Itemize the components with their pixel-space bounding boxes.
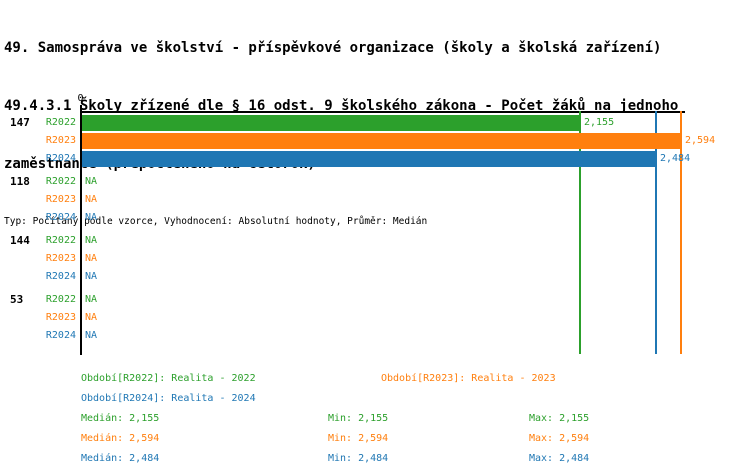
stat-median-r2024: Medián: 2,484 [81, 453, 160, 464]
horizontal-bar-chart: 0 147 R2022 2,155 R2023 2,594 R2024 2,484 118 R2… [0, 92, 750, 364]
median-line-r2024 [655, 111, 657, 354]
bar-row: 118 R2022 NA [0, 173, 750, 191]
stat-min-r2023: Min: 2,594 [328, 433, 389, 444]
na-label: NA [85, 235, 98, 246]
group-label: 144 [10, 234, 30, 247]
bar-row: R2023 NA [0, 250, 750, 268]
chart-title-line1: 49. Samospráva ve školství - příspěvkové… [4, 40, 662, 56]
na-label: NA [85, 176, 98, 187]
group-label: 147 [10, 116, 30, 129]
stat-max-r2024: Max: 2,484 [529, 453, 590, 464]
bar-row: R2024 2,484 [0, 150, 750, 168]
bar-value-label: 2,155 [584, 117, 615, 128]
na-label: NA [85, 271, 98, 282]
series-tick-label: R2023 [45, 135, 76, 146]
stat-max-r2023: Max: 2,594 [529, 433, 590, 444]
bar-row: R2023 NA [0, 191, 750, 209]
stat-max-r2022: Max: 2,155 [529, 413, 590, 424]
bar-group-53: 53 R2022 NA R2023 NA R2024 NA [0, 291, 750, 345]
legend-item-r2024: Období[R2024]: Realita - 2024 [81, 393, 256, 404]
na-label: NA [85, 212, 98, 223]
legend-item-r2022: Období[R2022]: Realita - 2022 [81, 373, 256, 384]
legend-block: Období[R2022]: Realita - 2022 Období[R20… [0, 368, 750, 474]
y-axis-line [80, 105, 82, 355]
chart-subtitle: Typ: Počítaný podle vzorce, Vyhodnocení:… [4, 216, 428, 227]
group-label: 118 [10, 175, 30, 188]
group-label: 53 [10, 293, 24, 306]
na-label: NA [85, 294, 98, 305]
series-tick-label: R2022 [45, 117, 76, 128]
median-line-r2023 [680, 111, 682, 354]
bar-row: R2024 NA [0, 327, 750, 345]
series-tick-label: R2022 [45, 176, 76, 187]
bar-value-label: 2,594 [685, 135, 716, 146]
chart-title-line2: 49.4.3.1 Školy zřízené dle § 16 odst. 9 … [4, 98, 679, 114]
series-tick-label: R2022 [45, 235, 76, 246]
series-tick-label: R2022 [45, 294, 76, 305]
median-line-r2022 [579, 111, 581, 354]
series-tick-label: R2023 [45, 194, 76, 205]
bar-row: 147 R2022 2,155 [0, 114, 750, 132]
bar-row: R2023 NA [0, 309, 750, 327]
bar-row: R2024 NA [0, 268, 750, 286]
na-label: NA [85, 312, 98, 323]
stat-min-r2022: Min: 2,155 [328, 413, 389, 424]
x-axis-line [80, 111, 685, 113]
bar-row: 53 R2022 NA [0, 291, 750, 309]
bar-row: R2023 2,594 [0, 132, 750, 150]
stat-median-r2022: Medián: 2,155 [81, 413, 160, 424]
na-label: NA [85, 194, 98, 205]
bar-value-label: 2,484 [660, 153, 691, 164]
bar-r2024 [82, 151, 655, 167]
legend-item-r2023: Období[R2023]: Realita - 2023 [381, 373, 556, 384]
bar-group-118: 118 R2022 NA R2023 NA R2024 NA [0, 173, 750, 227]
series-tick-label: R2024 [45, 271, 76, 282]
series-tick-label: R2024 [45, 153, 76, 164]
bar-row: 144 R2022 NA [0, 232, 750, 250]
bar-group-144: 144 R2022 NA R2023 NA R2024 NA [0, 232, 750, 286]
bar-r2022 [82, 115, 579, 131]
x-axis-zero-tick-label: 0 [77, 93, 84, 104]
series-tick-label: R2023 [45, 312, 76, 323]
bar-row: R2024 NA [0, 209, 750, 227]
series-tick-label: R2023 [45, 253, 76, 264]
na-label: NA [85, 330, 98, 341]
bar-group-147: 147 R2022 2,155 R2023 2,594 R2024 2,484 [0, 114, 750, 168]
series-tick-label: R2024 [45, 330, 76, 341]
stat-median-r2023: Medián: 2,594 [81, 433, 160, 444]
stat-min-r2024: Min: 2,484 [328, 453, 389, 464]
series-tick-label: R2024 [45, 212, 76, 223]
bar-r2023 [82, 133, 680, 149]
bar-rows-layer: 147 R2022 2,155 R2023 2,594 R2024 2,484 118 R202… [0, 114, 750, 350]
na-label: NA [85, 253, 98, 264]
